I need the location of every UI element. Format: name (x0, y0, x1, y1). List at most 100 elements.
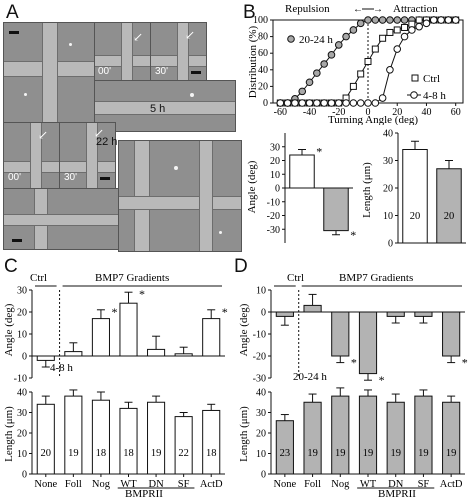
bar (147, 401, 166, 475)
data-point (393, 26, 401, 34)
chart-d-angle: Ctrl BMP7 Gradients 20-24 h Angle (deg) … (238, 272, 468, 387)
bar (289, 154, 315, 189)
n-label: 19 (418, 448, 429, 459)
x-tick-label: ActD (200, 479, 223, 490)
x-tick-label: Foll (65, 479, 82, 490)
y-tick-label: 10 (17, 330, 27, 341)
data-point (283, 99, 292, 107)
bar (414, 311, 433, 317)
data-point (400, 32, 409, 41)
significance-star: * (316, 145, 322, 159)
legend-ctrl: Ctrl (423, 73, 440, 85)
bar (64, 351, 83, 357)
n-label: 20 (410, 211, 421, 222)
data-point (386, 66, 394, 74)
y-tick-label: 30 (270, 142, 280, 153)
y-tick-label: -30 (267, 225, 280, 236)
y-tick-label: 40 (17, 388, 27, 399)
data-point (349, 82, 357, 90)
y-tick-label: 100 (253, 15, 268, 26)
title-ctrl: Ctrl (287, 272, 304, 284)
note-4-8h: 4-8 h (50, 362, 73, 374)
x-tick-label: Nog (331, 479, 350, 490)
y-tick-label: -10 (14, 374, 27, 385)
data-point (327, 99, 336, 107)
data-point (342, 32, 350, 41)
bar (174, 353, 193, 357)
panel-letter-a: A (6, 2, 19, 23)
data-point (327, 51, 336, 59)
ylabel-distribution: Distribution (%) (247, 25, 259, 98)
data-point (364, 99, 372, 107)
x-tick-label: SF (418, 479, 430, 490)
data-point (422, 19, 431, 28)
n-label: 19 (390, 448, 401, 459)
x-tick-label: -20 (332, 107, 345, 118)
y-tick-label: 30 (383, 156, 393, 167)
data-point (379, 34, 387, 42)
time-00-top: 00' (98, 66, 112, 77)
data-point (291, 99, 299, 107)
n-label: 19 (335, 448, 346, 459)
significance-star: * (222, 305, 228, 319)
n-label: 23 (280, 448, 291, 459)
scale-bar (9, 31, 19, 34)
y-tick-label: 0 (275, 184, 280, 195)
ylabel-angle: Angle (deg) (246, 160, 258, 213)
ylabel-length: Length (μm) (238, 406, 250, 462)
scale-bar (191, 71, 201, 74)
x-tick-label: WT (360, 479, 377, 490)
n-label: 19 (68, 448, 79, 459)
y-tick-label: 0 (22, 470, 27, 481)
bar (202, 318, 221, 357)
bar (36, 403, 55, 475)
data-point (276, 99, 285, 107)
data-point (334, 41, 343, 49)
bar (323, 187, 349, 232)
y-tick-label: 10 (270, 170, 280, 181)
significance-star: * (351, 356, 357, 370)
scale-bar (100, 177, 110, 180)
y-tick-label: -20 (267, 211, 280, 222)
data-point (356, 99, 365, 107)
y-tick-label: 20 (256, 429, 266, 440)
time-30-top: 30' (155, 66, 169, 77)
y-tick-label: 0 (388, 239, 393, 250)
n-label: 19 (446, 448, 457, 459)
data-point (349, 26, 358, 34)
n-label: 20 (444, 211, 455, 222)
xlabel-turning-angle: Turning Angle (deg) (328, 114, 418, 125)
significance-star: * (111, 305, 117, 319)
data-point (378, 16, 387, 24)
y-tick-label: 30 (17, 286, 27, 297)
arrow-icon: ↙ (38, 128, 49, 142)
significance-star: * (139, 287, 145, 301)
data-point (320, 60, 328, 68)
micrograph-22h-wide (118, 140, 242, 252)
x-tick-label: Foll (304, 479, 321, 490)
group-label-bmprii: BMPRII (378, 488, 416, 500)
n-label: 20 (41, 448, 52, 459)
y-tick-label: -10 (267, 197, 280, 208)
x-tick-label: WT (120, 479, 137, 490)
data-point (298, 87, 307, 96)
x-tick-label: None (34, 479, 57, 490)
significance-star: * (462, 356, 468, 370)
y-tick-label: 0 (22, 352, 27, 363)
bar (36, 355, 55, 361)
x-tick-label: 60 (451, 107, 461, 118)
y-tick-label: -30 (253, 374, 266, 385)
n-label: 19 (151, 448, 162, 459)
n-label: 19 (363, 448, 374, 459)
y-tick-label: 10 (383, 211, 393, 222)
y-tick-label: 60 (258, 48, 268, 59)
x-tick-label: SF (178, 479, 190, 490)
note-20-24h: 20-24 h (293, 371, 327, 383)
data-point (305, 78, 314, 87)
ylabel-length: Length (μm) (361, 162, 373, 218)
data-point (429, 16, 438, 24)
y-tick-label: 0 (263, 98, 268, 109)
chart-b-angle: Angle (deg) -30 -20 -10 0 10 20 30 * * (246, 133, 356, 243)
n-label: 19 (307, 448, 318, 459)
data-point (349, 99, 358, 107)
